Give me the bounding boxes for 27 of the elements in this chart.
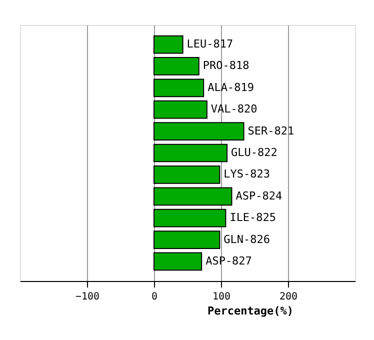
bar [154,122,244,140]
y-tick-label: LYS-823 [224,168,270,181]
y-tick-label: VAL-820 [210,102,258,116]
y-tick-label: ASP-827 [206,254,252,268]
bar [154,78,204,98]
x-tick-label: 200 [279,292,298,302]
x-tick-label: 0 [151,292,158,302]
bar [154,57,200,76]
y-tick-label: SER-821 [248,124,294,138]
bar [154,252,202,271]
bar [154,35,184,54]
y-tick-label: GLN-826 [224,232,270,246]
y-tick-label: ALA-819 [208,80,254,94]
bar [154,166,220,184]
y-tick-label: PRO-818 [202,59,250,72]
x-tick-label: 100 [212,292,231,302]
bar [154,208,226,228]
x-tick-label: −100 [75,292,100,302]
y-tick-label: LEU-817 [186,38,234,51]
bar [154,100,208,119]
y-tick-label: ILE-825 [230,211,276,224]
x-axis-title: Percentage(%) [207,304,294,318]
y-tick-label: ASP-824 [236,189,282,202]
bar [154,230,220,249]
bar [154,144,228,162]
bar [154,187,232,206]
y-tick-label: GLU-822 [231,146,278,159]
